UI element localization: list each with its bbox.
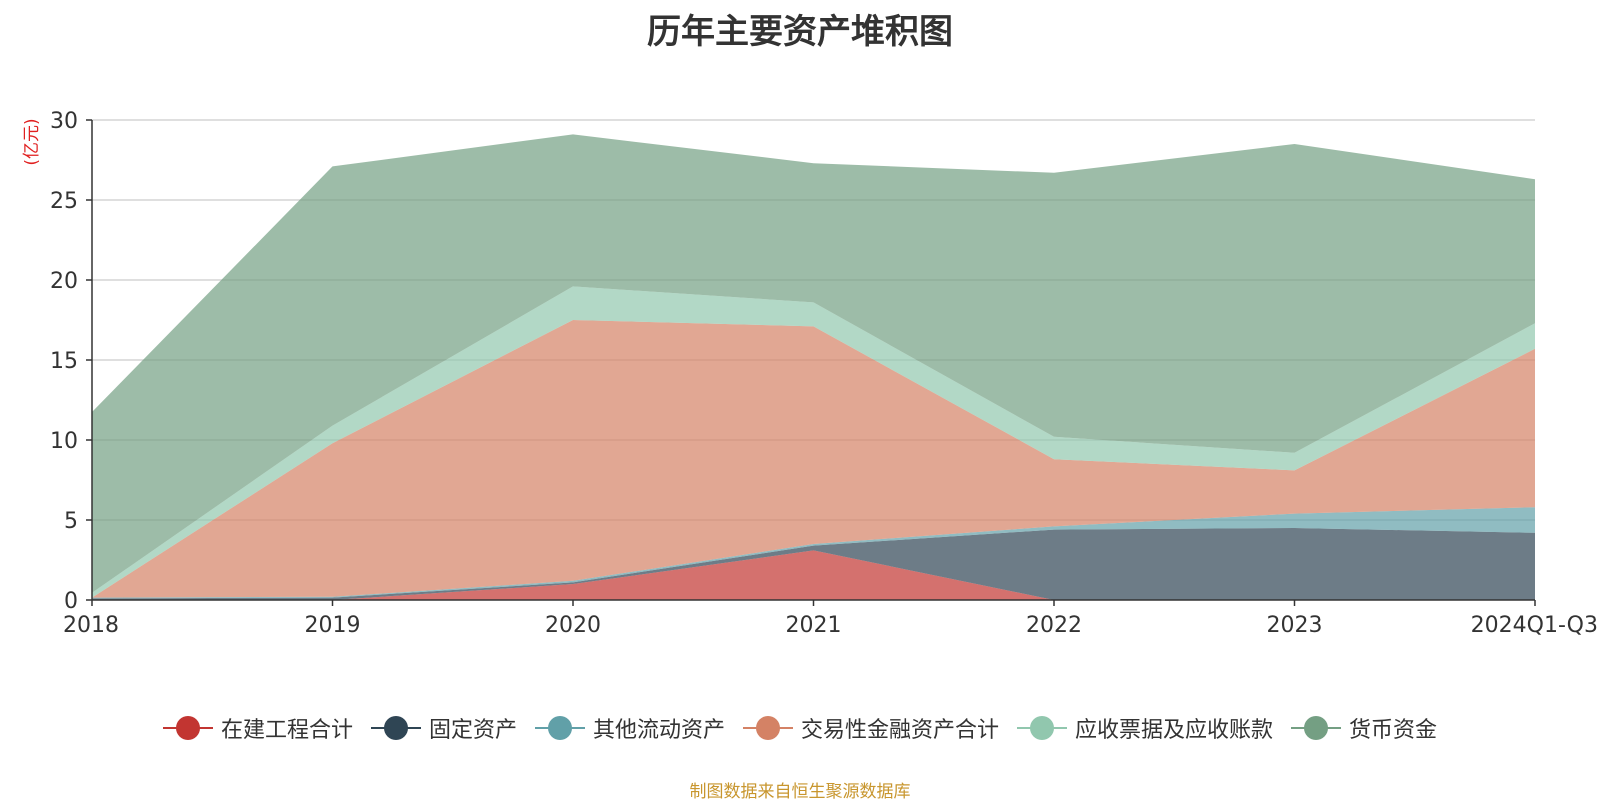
x-tick-label: 2024Q1-Q3 bbox=[1471, 613, 1598, 638]
legend-marker-icon bbox=[162, 716, 213, 740]
legend-label: 其他流动资产 bbox=[592, 718, 725, 743]
chart-title: 历年主要资产堆积图 bbox=[647, 12, 953, 52]
source-note: 制图数据来自恒生聚源数据库 bbox=[689, 782, 911, 802]
y-tick-label: 10 bbox=[50, 429, 78, 454]
legend-marker-icon bbox=[1017, 716, 1068, 740]
legend-item[interactable]: 交易性金融资产合计 bbox=[743, 712, 999, 744]
legend-label: 应收票据及应收账款 bbox=[1075, 718, 1274, 743]
y-tick-label: 25 bbox=[50, 189, 78, 214]
y-tick-label: 5 bbox=[64, 509, 78, 534]
x-tick-label: 2023 bbox=[1267, 613, 1323, 638]
legend-item[interactable]: 货币资金 bbox=[1291, 712, 1437, 744]
legend-label: 在建工程合计 bbox=[220, 718, 353, 743]
y-tick-label: 20 bbox=[50, 269, 78, 294]
series-area-0 bbox=[92, 550, 1535, 600]
legend-label: 交易性金融资产合计 bbox=[801, 718, 1000, 743]
x-tick-label: 2022 bbox=[1026, 613, 1082, 638]
legend-item[interactable]: 其他流动资产 bbox=[534, 712, 725, 744]
x-tick-label: 2018 bbox=[63, 613, 119, 638]
y-tick-label: 0 bbox=[64, 589, 78, 614]
legend-marker-icon bbox=[370, 716, 421, 740]
legend-item[interactable]: 固定资产 bbox=[370, 712, 517, 744]
series-area-3 bbox=[92, 320, 1535, 598]
legend: 在建工程合计 固定资产 其他流动资产 交易性金融资产合计 应收票据及应收账款 货币资金 bbox=[0, 713, 1600, 743]
series-area-1 bbox=[92, 528, 1535, 600]
area-layer bbox=[92, 134, 1535, 600]
y-axis-unit: (亿元) bbox=[22, 118, 42, 165]
legend-label: 固定资产 bbox=[428, 718, 517, 743]
y-tick-label: 30 bbox=[50, 109, 78, 134]
series-area-4 bbox=[92, 286, 1535, 598]
legend-marker-icon bbox=[743, 716, 793, 740]
series-area-5 bbox=[92, 134, 1535, 593]
legend-marker-icon bbox=[534, 716, 585, 740]
series-area-2 bbox=[92, 507, 1535, 599]
legend-item[interactable]: 在建工程合计 bbox=[162, 712, 353, 744]
legend-item[interactable]: 应收票据及应收账款 bbox=[1017, 712, 1273, 744]
x-tick-label: 2021 bbox=[786, 613, 842, 638]
legend-marker-icon bbox=[1291, 716, 1342, 740]
legend-label: 货币资金 bbox=[1349, 718, 1438, 743]
x-tick-label: 2020 bbox=[545, 613, 601, 638]
x-tick-label: 2019 bbox=[305, 613, 361, 638]
axes: 0 5 10 15 20 25 30 2018 2019 2020 2021 2022 2023 2024… bbox=[50, 109, 1598, 638]
y-tick-label: 15 bbox=[50, 349, 78, 374]
